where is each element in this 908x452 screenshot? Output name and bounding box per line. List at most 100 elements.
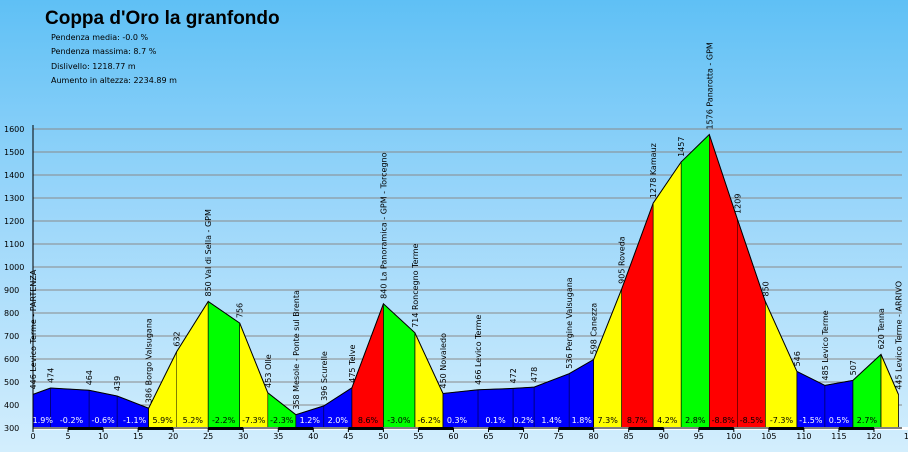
x-tick-label: 60 xyxy=(448,432,458,441)
gradient-label: -6.2% xyxy=(417,416,441,425)
profile-segment xyxy=(652,160,682,429)
y-tick-label: 300 xyxy=(4,424,19,433)
x-tick-label: 25 xyxy=(203,432,213,441)
x-tick-label: 40 xyxy=(308,432,318,441)
gradient-labels: 1.9% -0.2% -0.6% -1.1% 5.9% 5.2% -2.2% -7.3% -2.… xyxy=(33,416,878,425)
y-tick-label: 700 xyxy=(4,332,19,341)
y-tick-label: 1300 xyxy=(4,194,24,203)
y-tick-label: 500 xyxy=(4,378,19,387)
point-label: 850 xyxy=(761,281,770,296)
point-label: 475 Telve xyxy=(348,345,357,383)
x-tick-label: 100 xyxy=(726,432,741,441)
gradient-label: 0.2% xyxy=(513,416,534,425)
point-label: 620 Tenna xyxy=(877,308,886,349)
gradient-label: 2.8% xyxy=(685,416,706,425)
x-tick-label: 20 xyxy=(168,432,178,441)
y-tick-label: 900 xyxy=(4,286,19,295)
y-tick-label: 800 xyxy=(4,309,19,318)
x-tick-label: 50 xyxy=(378,432,388,441)
gradient-label: 0.5% xyxy=(829,416,850,425)
gradient-label: 8.6% xyxy=(358,416,379,425)
gradient-label: -8.8% xyxy=(712,416,736,425)
gradient-label: 2.7% xyxy=(857,416,878,425)
point-label: 474 xyxy=(47,368,56,383)
x-tick-label: 65 xyxy=(483,432,493,441)
y-tick-label: 1100 xyxy=(4,240,24,249)
stat-elevation-diff: Dislivello: 1218.77 m xyxy=(51,61,136,71)
point-label: 1209 xyxy=(733,194,742,214)
gradient-label: -2.2% xyxy=(212,416,236,425)
profile-line xyxy=(32,133,899,416)
point-label: 358 Mesole - Ponte sul Brenta xyxy=(292,290,301,410)
y-tick-labels: 300 400 500 600 700 800 900 1000 1100 1200 1300 140… xyxy=(4,125,24,433)
point-label: 714 Roncegno Terme xyxy=(411,244,420,328)
point-label: 1278 Kamauz xyxy=(649,143,658,198)
y-tick-label: 600 xyxy=(4,355,19,364)
x-tick-label: 70 xyxy=(518,432,528,441)
gradient-label: -1.5% xyxy=(799,416,823,425)
point-label: 507 xyxy=(849,360,858,375)
x-tick-label: 115 xyxy=(831,432,846,441)
chart-title: Coppa d'Oro la granfondo xyxy=(45,8,280,29)
point-label: 466 Levico Terme xyxy=(474,315,483,385)
gradient-label: 7.3% xyxy=(597,416,618,425)
point-label: 445 Levico Terme - ARRIVO xyxy=(894,281,903,390)
stat-max-gradient: Pendenza massima: 8.7 % xyxy=(51,47,157,57)
point-annotations: 446 Levico Terme - PARTENZA 474 464 439 386 … xyxy=(29,42,903,410)
point-label: 1576 Panarotta - GPM xyxy=(705,42,714,129)
x-tick-labels: 0 5 10 15 20 25 30 35 40 45 50 55 60 65 70 75 80 85 90 95 10… xyxy=(30,428,908,441)
gradient-label: -1.1% xyxy=(123,416,147,425)
point-label: 598 Canezza xyxy=(590,303,599,355)
y-tick-label: 400 xyxy=(4,401,19,410)
stat-total-climb: Aumento in altezza: 2234.89 m xyxy=(51,75,177,85)
point-label: 850 Val di Sella - GPM xyxy=(204,209,213,297)
gradient-label: -7.3% xyxy=(770,416,794,425)
point-label: 478 xyxy=(530,367,539,382)
x-tick-label: 95 xyxy=(694,432,704,441)
profile-segment xyxy=(680,133,710,429)
x-tick-label: 30 xyxy=(238,432,248,441)
y-tick-label: 1500 xyxy=(4,148,24,157)
x-tick-label: 110 xyxy=(796,432,811,441)
gradient-label: 5.2% xyxy=(183,416,204,425)
point-label: 472 xyxy=(509,368,518,383)
x-tick-label: 80 xyxy=(589,432,599,441)
x-tick-label: 55 xyxy=(413,432,423,441)
point-label: 632 xyxy=(173,331,182,346)
x-tick-label: 120 xyxy=(866,432,881,441)
x-tick-label: 10 xyxy=(98,432,108,441)
point-label: 485 Levico Terme xyxy=(821,310,830,380)
gradient-label: 2.0% xyxy=(328,416,349,425)
gradient-label: 8.7% xyxy=(627,416,648,425)
gradient-label: -2.3% xyxy=(270,416,294,425)
x-tick-label: 35 xyxy=(273,432,283,441)
gradient-label: 1.4% xyxy=(541,416,562,425)
profile-segment xyxy=(148,300,209,429)
x-tick-label: 105 xyxy=(761,432,776,441)
x-tick-label: 5 xyxy=(65,432,70,441)
x-tick-label: 12 xyxy=(904,432,908,441)
y-tick-label: 1200 xyxy=(4,217,24,226)
point-label: 905 Roveda xyxy=(618,236,627,284)
gradient-label: -0.2% xyxy=(60,416,84,425)
y-tick-label: 1000 xyxy=(4,263,24,272)
gradient-label: 1.8% xyxy=(572,416,593,425)
point-label: 386 Borgo Valsugana xyxy=(145,318,154,403)
x-tick-label: 75 xyxy=(554,432,564,441)
gradient-label: -0.6% xyxy=(91,416,115,425)
point-label: 450 Novaledo xyxy=(439,333,448,389)
segment-dividers xyxy=(32,134,899,428)
point-label: 756 xyxy=(236,303,245,318)
gradient-label: 1.9% xyxy=(33,416,54,425)
x-tick-label: 90 xyxy=(659,432,669,441)
gradient-label: -3.0% xyxy=(387,416,411,425)
gradient-label: -7.3% xyxy=(242,416,266,425)
gradient-label: 1.2% xyxy=(300,416,321,425)
point-label: 840 La Panoramica - GPM - Torcegno xyxy=(379,152,388,298)
x-tick-label: 45 xyxy=(343,432,353,441)
stats-block: Pendenza media: -0.0 % Pendenza massima:… xyxy=(51,31,177,88)
point-label: 453 Olle xyxy=(264,354,273,388)
gradient-label: -8.5% xyxy=(740,416,764,425)
